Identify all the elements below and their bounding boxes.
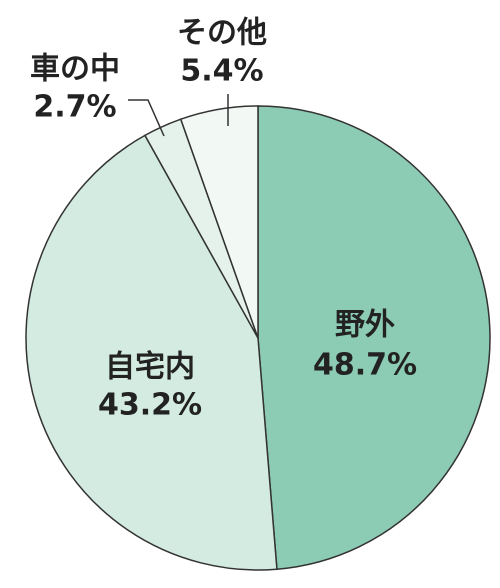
pie-slice xyxy=(179,105,259,339)
value-label: 2.7% xyxy=(33,90,116,125)
leader-line xyxy=(128,99,165,137)
pie-slice xyxy=(257,105,491,571)
value-label: 5.4% xyxy=(180,54,263,89)
value-label: 43.2% xyxy=(98,388,202,423)
slice-label: 野外 xyxy=(335,308,395,343)
slice-label: 自宅内 xyxy=(105,350,195,385)
pie-slice xyxy=(25,134,278,571)
slice-label: その他 xyxy=(177,16,267,51)
slice-label: 車の中 xyxy=(30,52,120,87)
value-label: 48.7% xyxy=(313,348,417,383)
